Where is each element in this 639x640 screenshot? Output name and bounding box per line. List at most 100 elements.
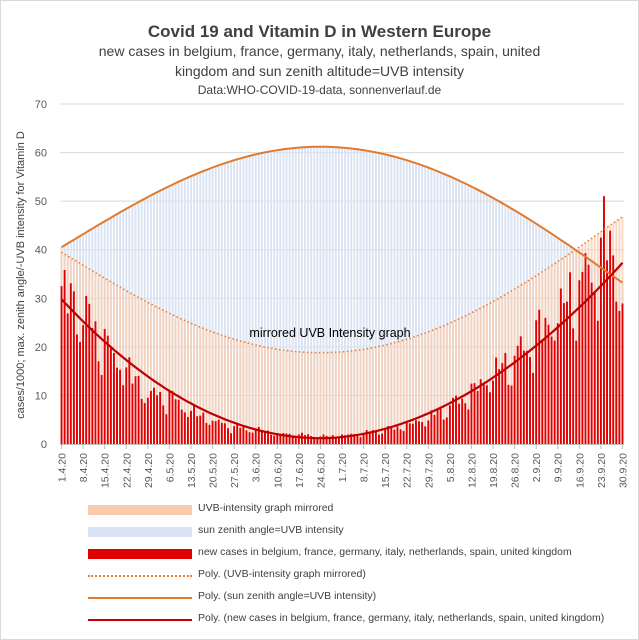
trend-lines [60,145,624,440]
cases-bar [513,355,516,444]
legend-label: Poly. (sun zenith angle=UVB intensity) [198,590,377,602]
y-axis-label: cases/1000; max. zenith angle/-UVB inten… [15,131,27,419]
zenith-bar [248,155,251,445]
cases-bar [347,434,350,444]
zenith-bar [390,155,393,444]
cases-bar [304,435,306,444]
cases-bar [362,433,365,444]
zenith-bar [190,176,192,445]
cases-bar [442,419,445,444]
mirrored-bar [393,342,396,444]
cases-bar [208,424,211,444]
zenith-bar [180,180,183,445]
zenith-bar [313,146,316,444]
zenith-bar [442,173,445,444]
mirrored-bar [442,325,445,444]
cases-bar [381,433,384,444]
zenith-bar [341,147,343,444]
cases-bar [279,433,282,444]
zenith-bar [307,147,310,445]
zenith-bar [381,153,384,445]
cases-bar [399,429,402,444]
mirrored-bar [239,341,242,444]
zenith-bar [236,159,239,444]
x-tick-label: 8.4.20 [78,453,90,482]
x-tick-label: 10.6.20 [272,453,284,488]
zenith-bar [276,150,279,445]
zenith-bar [436,171,439,444]
cases-bar [504,352,507,444]
mirrored-bar [119,287,122,444]
cases-bar [581,271,584,444]
zenith-bar [353,148,356,445]
zenith-bar [174,183,177,445]
cases-bar [128,357,131,444]
y-tick-label: 60 [35,148,47,160]
x-tick-label: 23.9.20 [596,453,608,488]
mirrored-bar [186,321,189,444]
legend-line-poly-zenith [88,597,192,599]
legend-item-mirrored: UVB-intensity graph mirrored [70,500,630,520]
cases-bar [122,385,125,444]
cases-bar [143,403,146,444]
mirrored-bar [322,352,325,444]
mirrored-bar [482,306,485,444]
mirrored-bar [288,350,291,444]
x-tick-label: 3.6.20 [251,453,263,482]
x-tick-label: 24.6.20 [315,453,327,488]
zenith-bar [223,163,226,444]
zenith-bar [288,148,291,444]
cases-bar [103,328,106,444]
cases-bar [63,269,66,444]
mirrored-bar [193,324,196,444]
cases-bar [612,255,615,444]
cases-bar [448,405,451,444]
zenith-bar [217,165,220,444]
zenith-bar [257,153,260,445]
x-tick-label: 29.4.20 [143,453,155,488]
cases-bar [374,430,377,444]
cases-bar [180,409,183,444]
cases-bar [538,309,541,444]
cases-bar [365,430,368,444]
cases-bar [288,433,291,444]
cases-bar [177,399,180,444]
y-tick-label: 70 [35,99,47,111]
cases-bar [344,435,347,444]
mirrored-bar [214,333,217,444]
mirrored-bar [381,345,384,444]
y-tick-label: 50 [35,196,47,208]
cases-bar [334,437,337,444]
mirrored-bar [485,304,488,444]
zenith-bar [202,171,205,444]
mirrored-bar [347,351,350,444]
cases-bar [297,434,300,444]
mirrored-bar [294,351,297,444]
zenith-bar [378,153,380,445]
mirrored-bar [217,334,220,444]
mirrored-bar [328,352,331,444]
legend-item-zenith: sun zenith angle=UVB intensity [70,522,630,542]
cases-bar [495,357,498,444]
mirrored-bar [300,352,303,444]
mirrored-bar [146,302,149,444]
cases-bar [547,324,550,444]
cases-bar [174,399,177,444]
cases-bar [433,414,436,444]
mirrored-bar [245,342,248,444]
zenith-bar [430,168,433,444]
cases-bar [473,383,476,444]
mirrored-bar [190,323,192,444]
zenith-bar [427,167,430,444]
cases-bar [402,430,405,444]
zenith-bar [273,150,276,444]
mirrored-bar [415,336,417,444]
zenith-bar [396,157,399,445]
x-tick-label: 29.7.20 [423,453,435,488]
mirrored-bar [458,318,461,444]
legend-line-poly-mirrored [88,575,192,577]
cases-bar [69,283,72,444]
cases-bar [190,410,192,444]
cases-bar [522,350,525,444]
mirrored-bar [297,351,300,444]
